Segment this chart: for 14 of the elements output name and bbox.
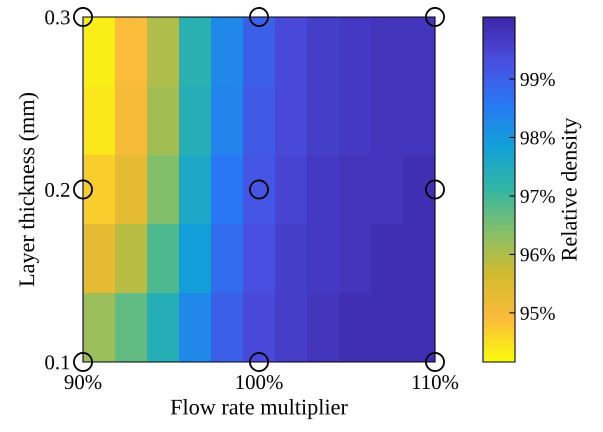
color-bar-label: 98% <box>520 131 555 144</box>
color-bar-label: 99% <box>520 72 555 86</box>
x-tick-label: 100% <box>236 375 283 390</box>
y-tick-label: 0.3 <box>45 10 70 25</box>
color-bar-title: Relative density <box>561 118 582 261</box>
x-tick-label: 90% <box>64 375 102 390</box>
y-tick-label: 0.1 <box>45 355 70 370</box>
color-bar-label: 95% <box>520 306 555 320</box>
x-axis-title: Flow rate multiplier <box>170 398 348 420</box>
x-tick-label: 110% <box>412 375 458 390</box>
y-tick-label: 0.2 <box>45 182 70 198</box>
y-axis-title: Layer thickness (mm) <box>18 92 39 286</box>
color-bar-label: 97% <box>520 190 555 203</box>
color-bar-label: 96% <box>520 248 555 262</box>
